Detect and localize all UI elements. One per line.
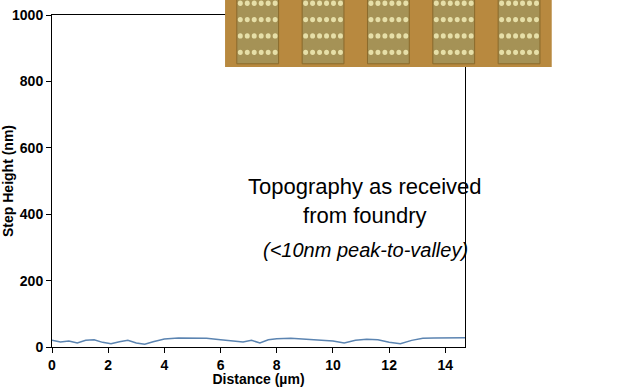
svg-text:400: 400 [20,206,44,222]
svg-text:Topography as receivedfrom fou: Topography as receivedfrom foundry [248,174,482,228]
svg-text:4: 4 [160,357,168,373]
svg-text:8: 8 [273,357,281,373]
svg-text:0: 0 [48,357,56,373]
svg-text:Step Height (nm): Step Height (nm) [0,125,16,237]
svg-text:600: 600 [20,140,44,156]
svg-text:200: 200 [20,273,44,289]
svg-text:6: 6 [217,357,225,373]
svg-text:800: 800 [20,73,44,89]
svg-text:12: 12 [381,357,397,373]
svg-text:14: 14 [438,357,454,373]
svg-text:Distance (µm): Distance (µm) [212,371,304,387]
svg-text:0: 0 [35,339,43,355]
svg-text:1000: 1000 [12,7,43,23]
svg-text:2: 2 [104,357,112,373]
svg-text:(<10nm peak-to-valley): (<10nm peak-to-valley) [263,239,468,261]
svg-text:10: 10 [325,357,341,373]
